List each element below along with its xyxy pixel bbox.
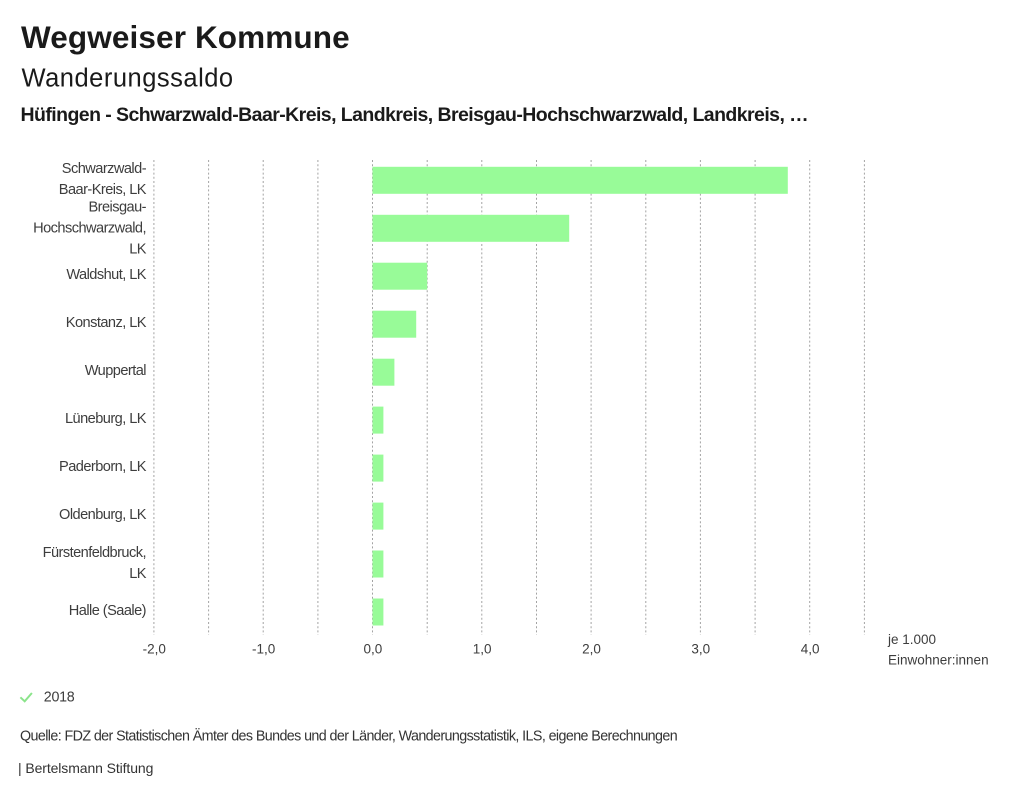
svg-text:Wegweiser Kommune: Wegweiser Kommune <box>21 19 350 55</box>
svg-text:Quelle: FDZ der Statistischen: Quelle: FDZ der Statistischen Ämter des … <box>20 728 678 745</box>
svg-text:Halle (Saale): Halle (Saale) <box>69 603 146 619</box>
svg-text:-2,0: -2,0 <box>143 642 166 657</box>
svg-text:4,0: 4,0 <box>801 642 820 657</box>
svg-text:-1,0: -1,0 <box>252 642 275 657</box>
svg-text:2,0: 2,0 <box>582 642 601 657</box>
svg-text:| Bertelsmann Stiftung: | Bertelsmann Stiftung <box>18 760 153 776</box>
svg-text:Oldenburg, LK: Oldenburg, LK <box>59 507 147 523</box>
svg-text:0,0: 0,0 <box>364 642 383 657</box>
svg-text:2018: 2018 <box>44 690 75 706</box>
svg-text:LK: LK <box>129 566 147 582</box>
svg-text:Wuppertal: Wuppertal <box>85 363 147 379</box>
svg-text:Baar-Kreis, LK: Baar-Kreis, LK <box>59 182 147 198</box>
svg-text:Waldshut, LK: Waldshut, LK <box>66 267 146 283</box>
svg-text:Fürstenfeldbruck,: Fürstenfeldbruck, <box>43 545 146 561</box>
svg-text:Breisgau-: Breisgau- <box>88 199 146 215</box>
svg-text:3,0: 3,0 <box>691 642 710 657</box>
svg-text:1,0: 1,0 <box>473 642 492 657</box>
svg-text:Konstanz, LK: Konstanz, LK <box>66 315 147 331</box>
svg-text:LK: LK <box>129 241 147 257</box>
svg-text:Lüneburg, LK: Lüneburg, LK <box>65 411 147 427</box>
svg-text:Einwohner:innen: Einwohner:innen <box>888 653 989 668</box>
svg-text:Wanderungssaldo: Wanderungssaldo <box>22 65 234 93</box>
svg-text:Schwarzwald-: Schwarzwald- <box>62 161 147 177</box>
svg-text:je 1.000: je 1.000 <box>887 632 936 647</box>
svg-text:Paderborn, LK: Paderborn, LK <box>59 459 147 475</box>
svg-text:Hüfingen - Schwarzwald-Baar-Kr: Hüfingen - Schwarzwald-Baar-Kreis, Landk… <box>21 104 809 126</box>
svg-text:Hochschwarzwald,: Hochschwarzwald, <box>33 220 146 236</box>
